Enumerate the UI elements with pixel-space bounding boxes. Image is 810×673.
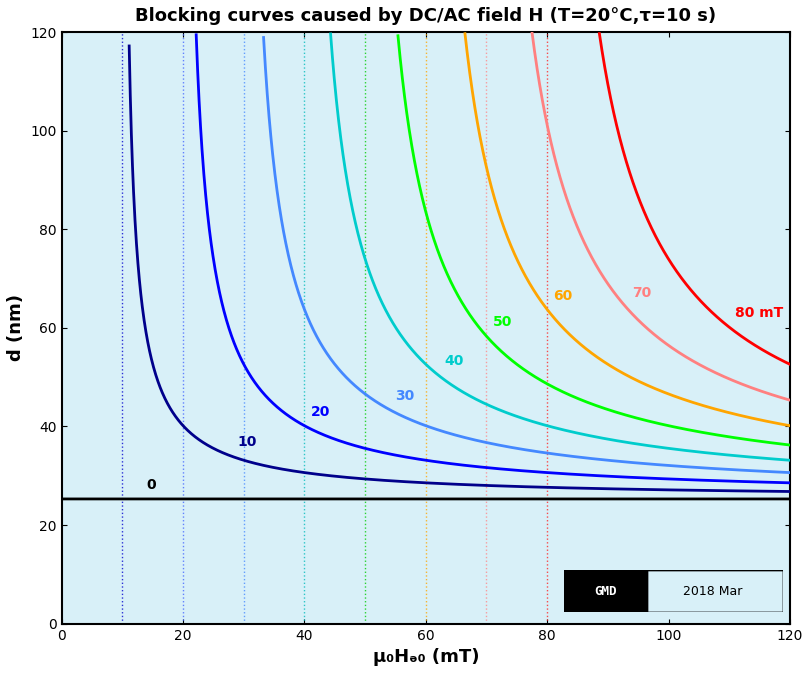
Text: 0: 0: [147, 478, 156, 492]
Text: 60: 60: [553, 289, 573, 303]
Text: 50: 50: [492, 316, 512, 329]
Text: 80 mT: 80 mT: [735, 306, 783, 320]
Text: 30: 30: [395, 389, 415, 402]
Y-axis label: d (nm): d (nm): [7, 294, 25, 361]
Text: 70: 70: [632, 286, 651, 300]
X-axis label: μ₀Hₔ₀ (mT): μ₀Hₔ₀ (mT): [373, 648, 479, 666]
Text: 20: 20: [310, 405, 330, 419]
Title: Blocking curves caused by DC/AC field H (T=20°C,τ=10 s): Blocking curves caused by DC/AC field H …: [135, 7, 716, 25]
Text: 40: 40: [444, 354, 463, 368]
Text: 10: 10: [237, 435, 257, 450]
